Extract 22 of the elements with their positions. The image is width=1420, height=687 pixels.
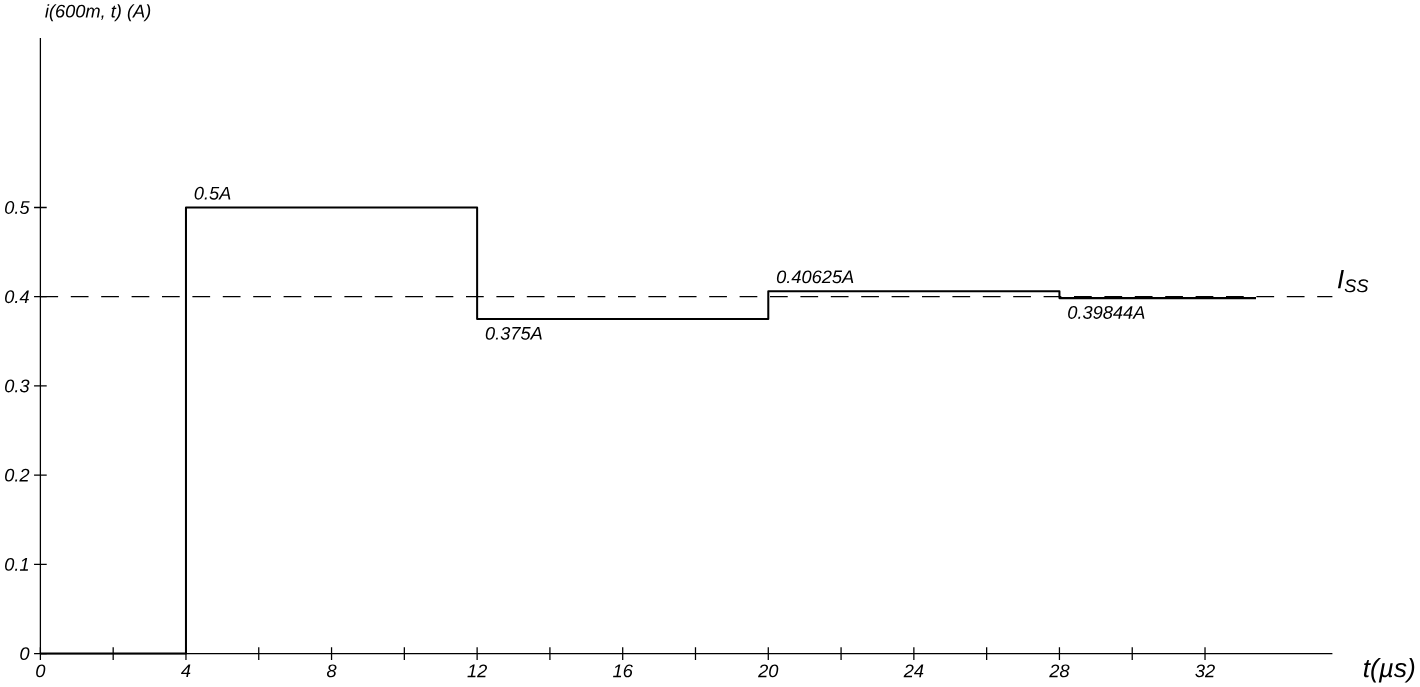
- y-axis-title: i(600m, t) (A): [45, 4, 151, 22]
- x-tick-label: 20: [758, 664, 779, 678]
- x-tick-label: 32: [1195, 664, 1215, 678]
- data-label: 0.40625A: [776, 270, 854, 284]
- y-tick-label: 0.4: [5, 290, 29, 304]
- data-label: 0.375A: [485, 326, 542, 340]
- y-tick-label: 0.1: [5, 558, 29, 571]
- data-label: 0.5A: [194, 186, 231, 200]
- x-tick-label: 28: [1049, 664, 1070, 678]
- x-axis-title: t(µs): [1363, 658, 1415, 683]
- y-tick-label: 0.5: [5, 201, 30, 215]
- x-tick-label: 12: [467, 664, 487, 678]
- x-tick-label: 16: [613, 664, 633, 678]
- ref-line-label: I$_{SS}$: [1337, 270, 1369, 293]
- y-tick-label: 0.2: [5, 468, 30, 482]
- data-label: 0.39844A: [1068, 306, 1145, 319]
- x-tick-label: 24: [903, 664, 924, 678]
- x-tick-label: 0: [36, 664, 46, 678]
- y-tick-label: 0.3: [5, 379, 30, 393]
- x-tick-label: 8: [326, 664, 337, 678]
- y-tick-label: 0: [20, 647, 30, 661]
- x-tick-label: 4: [181, 664, 191, 678]
